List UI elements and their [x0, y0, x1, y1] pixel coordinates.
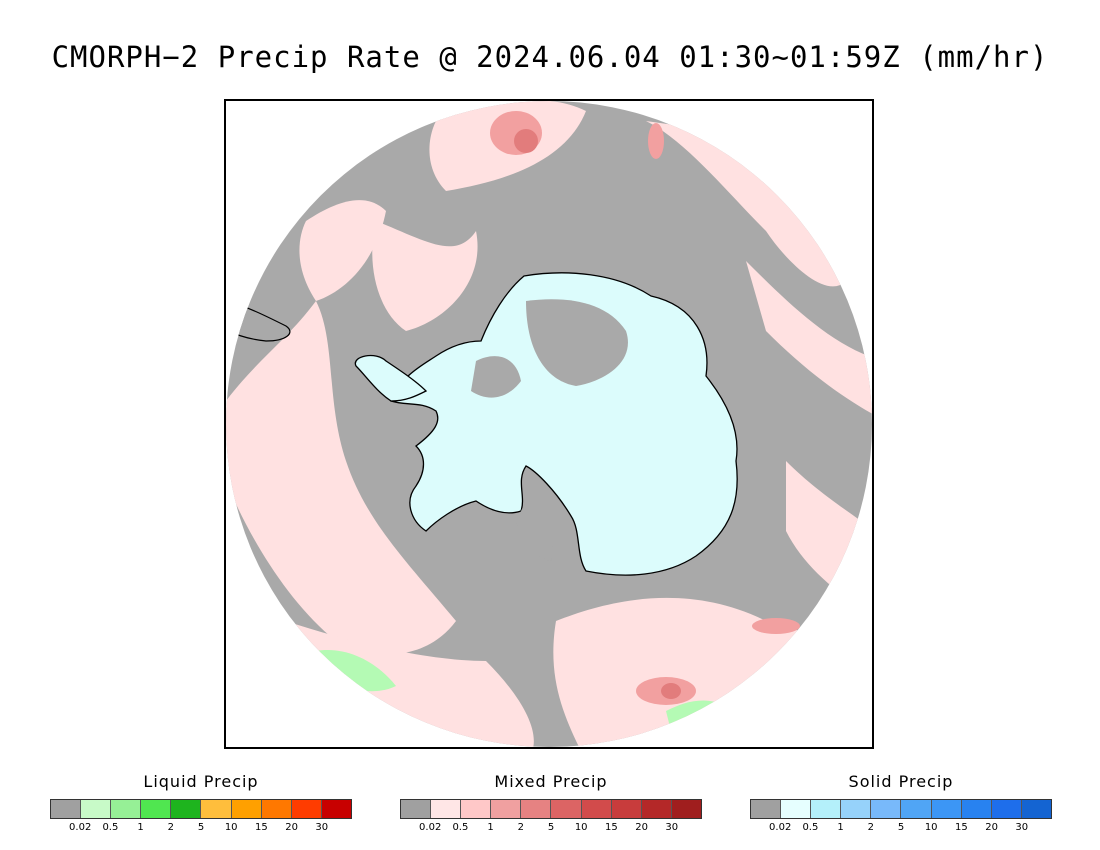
legend-title: Solid Precip — [848, 772, 954, 791]
legend-swatch — [1021, 800, 1051, 818]
legend-colorbar — [400, 799, 702, 819]
legend-tick-label: 2 — [517, 822, 524, 833]
legend-swatch — [321, 800, 351, 818]
antarctic-peninsula — [354, 354, 428, 402]
legend-swatch — [781, 800, 812, 818]
legend-tick-label: 1 — [487, 822, 494, 833]
legend-tick-label: 5 — [197, 822, 205, 833]
legend-swatch — [551, 800, 582, 818]
legend-tick-label: 0.5 — [452, 822, 469, 833]
legend-tick-label: 20 — [285, 822, 298, 833]
legend-swatch — [81, 800, 112, 818]
legend-colorbar — [750, 799, 1052, 819]
legend-swatch — [201, 800, 232, 818]
legend-tick-label: 0.02 — [769, 822, 792, 833]
legend-swatch — [671, 800, 701, 818]
legend-swatch — [811, 800, 842, 818]
inland-no-precip — [471, 299, 628, 561]
legend-tick-label: 0.02 — [69, 822, 92, 833]
legend-tick-label: 10 — [574, 822, 588, 833]
legend-swatch — [901, 800, 932, 818]
legend-solid: Solid Precip 0.02 0.5 1 2 5 10 15 20 30 — [750, 772, 1052, 836]
precip-map — [224, 99, 874, 749]
legend-tick-label: 30 — [665, 822, 679, 833]
legend-tick-label: 20 — [985, 822, 998, 833]
legend-tick-label: 10 — [224, 822, 238, 833]
map-title: CMORPH−2 Precip Rate @ 2024.06.04 01:30~… — [51, 40, 1049, 74]
legend-tick-label: 1 — [837, 822, 844, 833]
legend-swatch — [291, 800, 322, 818]
legend-tick-label: 0.5 — [802, 822, 819, 833]
legend-tick-label: 30 — [315, 822, 329, 833]
mixed-precip-heavy-areas — [514, 129, 681, 699]
legend-swatch — [991, 800, 1022, 818]
legend-swatch — [521, 800, 552, 818]
legend-swatch — [231, 800, 262, 818]
legend-swatch — [491, 800, 522, 818]
legend-liquid: Liquid Precip 0.02 0.5 1 2 5 10 15 20 30 — [50, 772, 352, 836]
legend-swatch — [111, 800, 142, 818]
legend-swatch — [961, 800, 992, 818]
legend-tick-label: 30 — [1015, 822, 1029, 833]
legend-tick-label: 2 — [167, 822, 174, 833]
legend-tick-label: 15 — [955, 822, 968, 833]
legend-tick-label: 15 — [605, 822, 618, 833]
legend-swatch — [51, 800, 82, 818]
legend-tick-label: 0.02 — [419, 822, 442, 833]
legend-colorbar — [50, 799, 352, 819]
legend-tick-label: 5 — [547, 822, 555, 833]
legend-title: Liquid Precip — [143, 772, 259, 791]
legend-tick-label: 1 — [137, 822, 144, 833]
legend-tick-label: 2 — [867, 822, 874, 833]
legend-swatch — [841, 800, 872, 818]
legend-tick-label: 20 — [635, 822, 648, 833]
legend-swatch — [611, 800, 642, 818]
legend-title: Mixed Precip — [494, 772, 608, 791]
legend-swatch — [171, 800, 202, 818]
legend-swatch — [461, 800, 492, 818]
legend-swatch — [931, 800, 962, 818]
legend-swatch — [431, 800, 462, 818]
legend-swatch — [871, 800, 902, 818]
legend-swatch — [581, 800, 612, 818]
legend-swatch — [141, 800, 172, 818]
legend-tick-label: 5 — [897, 822, 905, 833]
legend-ticks: 0.02 0.5 1 2 5 10 15 20 30 — [750, 822, 1052, 836]
legend-tick-label: 15 — [255, 822, 268, 833]
legend-swatch — [261, 800, 292, 818]
legend-mixed: Mixed Precip 0.02 0.5 1 2 5 10 15 20 30 — [400, 772, 702, 836]
legend-tick-label: 10 — [924, 822, 938, 833]
legend-tick-label: 0.5 — [102, 822, 119, 833]
polar-map-svg — [226, 101, 872, 747]
legend-swatch — [751, 800, 782, 818]
legend-swatch — [641, 800, 672, 818]
legend-ticks: 0.02 0.5 1 2 5 10 15 20 30 — [400, 822, 702, 836]
legend-swatch — [401, 800, 432, 818]
legend-ticks: 0.02 0.5 1 2 5 10 15 20 30 — [50, 822, 352, 836]
